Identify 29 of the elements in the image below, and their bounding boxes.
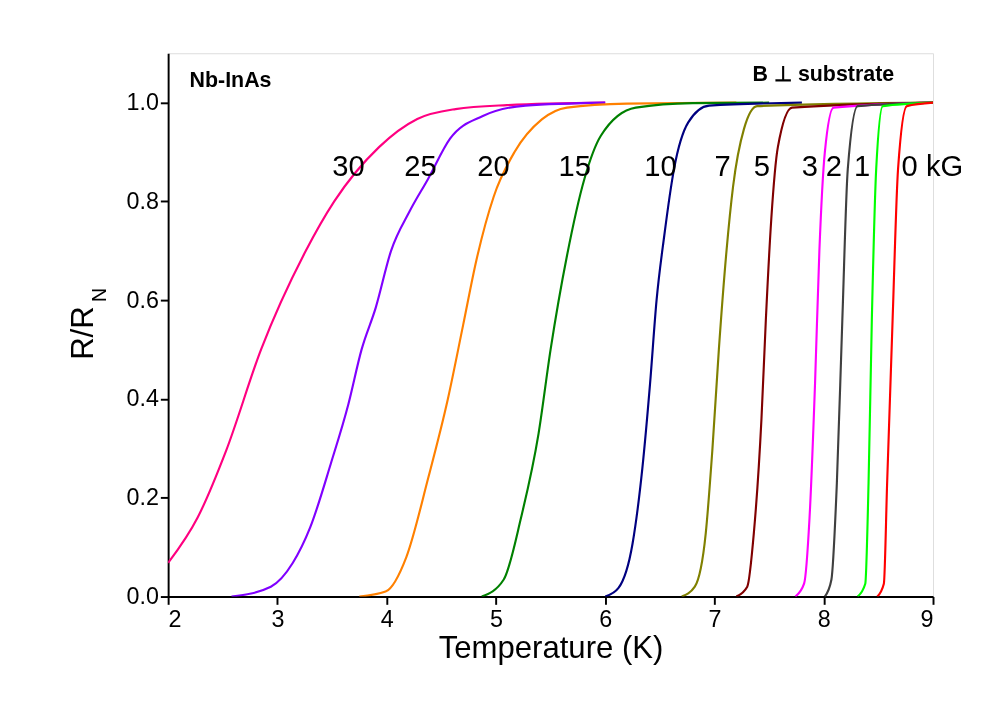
series-label: 1	[854, 149, 871, 182]
series-label: 3	[801, 149, 818, 182]
y-tick-label: 1.0	[126, 88, 159, 115]
y-tick-label: 0.4	[126, 385, 159, 412]
annotation: B ⊥ substrate	[752, 62, 895, 87]
x-tick-label: 3	[271, 606, 285, 633]
line-series	[230, 101, 607, 597]
y-tick-label: 0.8	[126, 187, 159, 214]
series-label: 7	[714, 149, 731, 182]
series-label: 25	[404, 149, 437, 182]
x-tick-label: 9	[920, 606, 934, 633]
y-axis-title: R/RN	[65, 287, 110, 360]
y-tick-label: 0.6	[126, 286, 159, 313]
y-tick-label: 0.0	[126, 582, 159, 609]
y-tick-label: 0.2	[126, 484, 159, 511]
x-tick-label: 4	[380, 606, 394, 633]
x-tick-label: 6	[599, 606, 613, 633]
series-label: 5	[753, 149, 770, 182]
series-label: 2	[825, 149, 843, 182]
line-series	[604, 101, 803, 597]
x-tick-label: 8	[817, 606, 831, 633]
series-label: 20	[477, 149, 510, 182]
series-label: 30	[332, 149, 365, 182]
x-tick-label: 2	[168, 606, 182, 633]
series-label: 0 kG	[901, 149, 964, 182]
x-tick-label: 7	[708, 606, 722, 633]
x-axis-title: Temperature (K)	[438, 630, 664, 666]
x-tick-label: 5	[489, 606, 503, 633]
annotation: Nb-InAs	[189, 68, 272, 93]
